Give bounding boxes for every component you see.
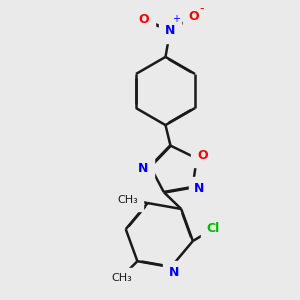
Text: Cl: Cl xyxy=(206,222,220,235)
Text: +: + xyxy=(172,14,180,24)
Text: N: N xyxy=(165,24,175,37)
Text: N: N xyxy=(194,182,205,195)
Text: O: O xyxy=(139,13,149,26)
Text: O: O xyxy=(188,10,199,23)
Text: O: O xyxy=(197,149,208,162)
Text: CH₃: CH₃ xyxy=(112,273,132,283)
Text: N: N xyxy=(169,266,179,279)
Text: CH₃: CH₃ xyxy=(117,195,138,205)
Text: N: N xyxy=(138,162,148,175)
Text: -: - xyxy=(200,2,204,15)
